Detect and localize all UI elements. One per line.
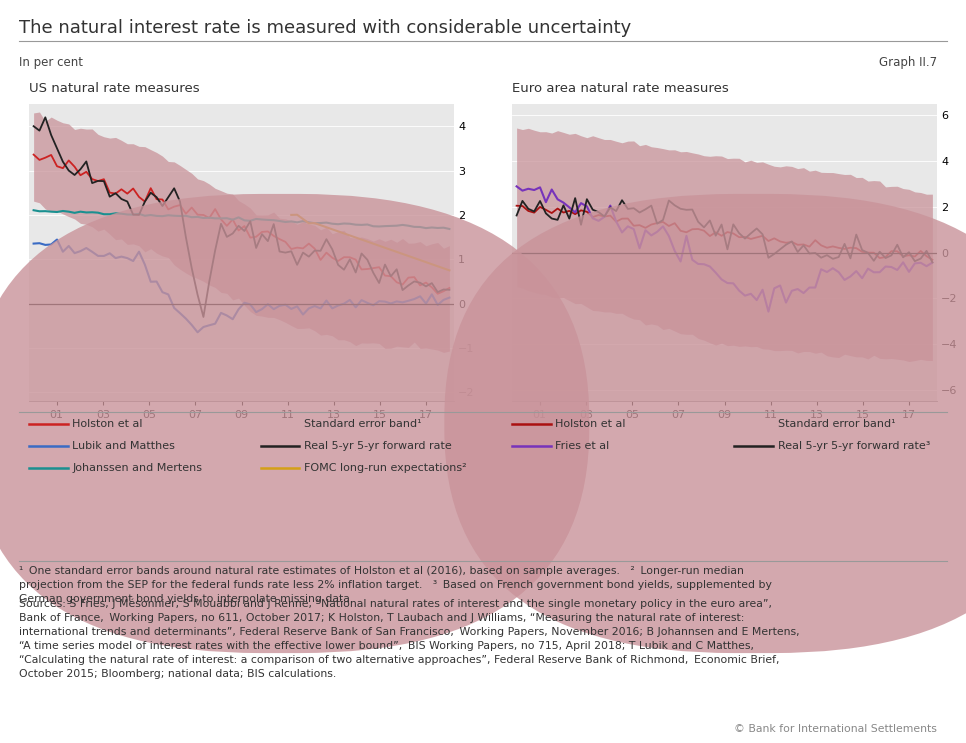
Text: Standard error band¹: Standard error band¹ xyxy=(304,418,422,429)
Text: Fries et al: Fries et al xyxy=(555,441,610,451)
Text: FOMC long-run expectations²: FOMC long-run expectations² xyxy=(304,463,467,473)
Text: In per cent: In per cent xyxy=(19,56,83,68)
Text: US natural rate measures: US natural rate measures xyxy=(29,82,200,95)
Text: Sources: S Fries, J Mésonnier, S Mouabbi and J Renne, “National natural rates of: Sources: S Fries, J Mésonnier, S Mouabbi… xyxy=(19,598,800,678)
Text: © Bank for International Settlements: © Bank for International Settlements xyxy=(734,724,937,734)
Text: Graph II.7: Graph II.7 xyxy=(879,56,937,68)
Text: Holston et al: Holston et al xyxy=(72,418,143,429)
Text: Standard error band¹: Standard error band¹ xyxy=(778,418,895,429)
Text: Real 5-yr 5-yr forward rate³: Real 5-yr 5-yr forward rate³ xyxy=(778,441,930,451)
Text: ¹  One standard error bands around natural rate estimates of Holston et al (2016: ¹ One standard error bands around natura… xyxy=(19,566,772,604)
Text: Real 5-yr 5-yr forward rate: Real 5-yr 5-yr forward rate xyxy=(304,441,452,451)
Text: Lubik and Matthes: Lubik and Matthes xyxy=(72,441,175,451)
Text: Euro area natural rate measures: Euro area natural rate measures xyxy=(512,82,728,95)
Text: Johanssen and Mertens: Johanssen and Mertens xyxy=(72,463,203,473)
Text: Holston et al: Holston et al xyxy=(555,418,626,429)
Text: The natural interest rate is measured with considerable uncertainty: The natural interest rate is measured wi… xyxy=(19,19,632,36)
